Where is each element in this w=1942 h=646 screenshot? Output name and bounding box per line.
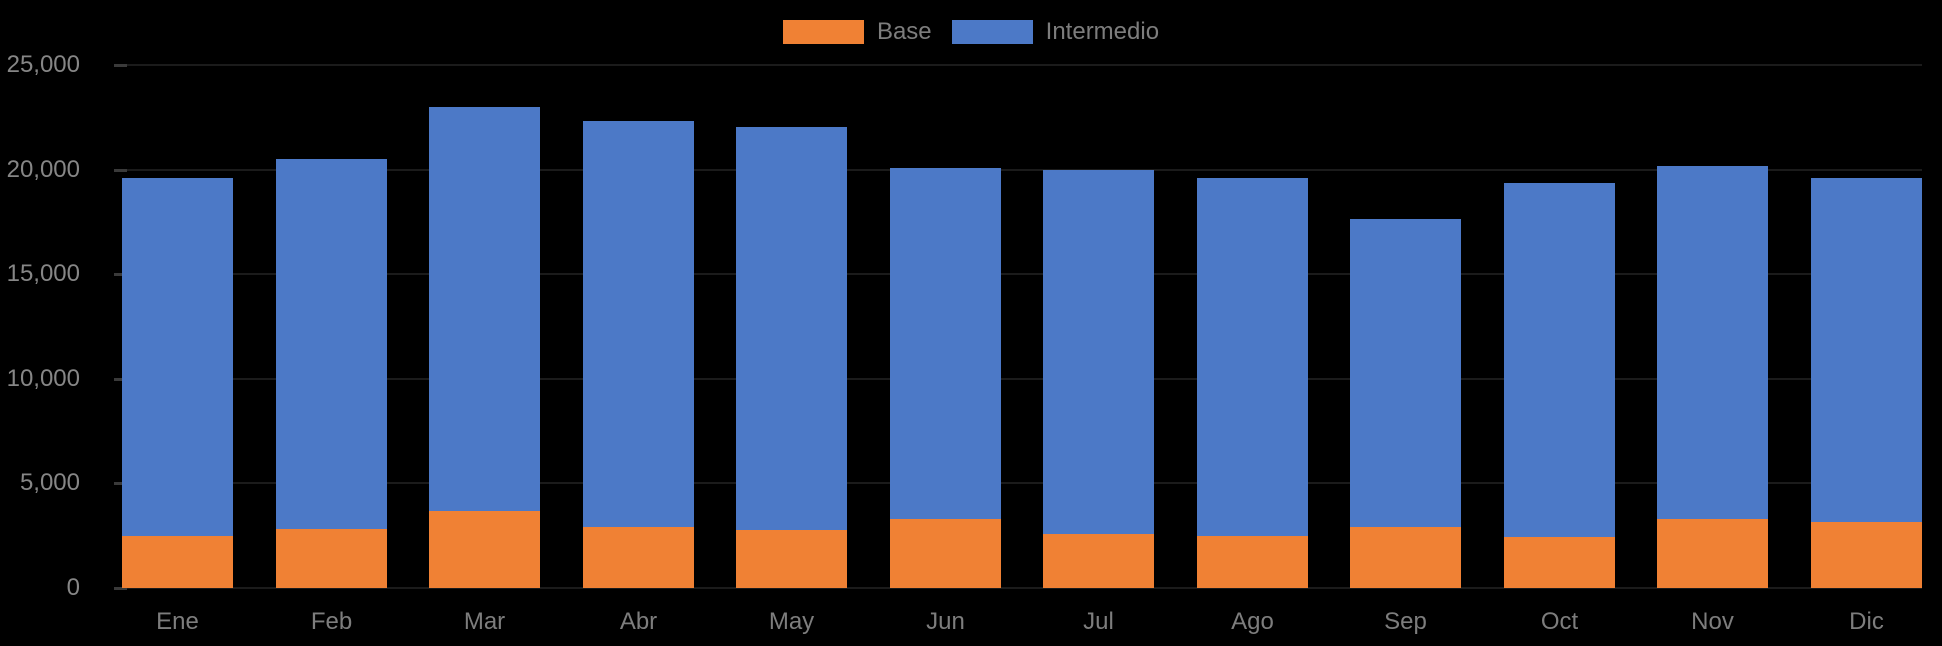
x-axis-category-label: Jun [926, 608, 965, 635]
legend-swatch-base-icon [782, 20, 864, 44]
x-axis-category-label: Nov [1691, 608, 1734, 635]
bar-segment-base-oct[interactable] [1504, 537, 1615, 588]
legend: Base Intermedio [0, 20, 1942, 44]
bar-segment-base-may[interactable] [736, 530, 847, 588]
gridline [114, 378, 1922, 380]
y-axis-tick-label: 10,000 [6, 365, 80, 392]
x-axis-category-label: Abr [619, 608, 658, 635]
bar-segment-intermedio-may[interactable] [736, 127, 847, 530]
bar-segment-base-abr[interactable] [583, 527, 694, 588]
y-axis-tick [114, 587, 127, 590]
x-axis-category-label: Ago [1231, 608, 1274, 635]
bar-segment-base-mar[interactable] [429, 511, 540, 588]
legend-item-base[interactable]: Base [782, 18, 932, 45]
bar-segment-base-nov[interactable] [1657, 519, 1768, 588]
bar-segment-base-feb[interactable] [276, 529, 387, 588]
bar-segment-intermedio-nov[interactable] [1657, 166, 1768, 519]
bar-segment-base-ago[interactable] [1197, 536, 1308, 588]
legend-label-base: Base [876, 18, 932, 45]
legend-swatch-intermedio-icon [951, 20, 1033, 44]
legend-label-intermedio: Intermedio [1045, 18, 1160, 45]
y-axis-tick-label: 15,000 [6, 260, 80, 287]
y-axis-tick [114, 482, 127, 485]
gridline [114, 482, 1922, 484]
bar-segment-base-jun[interactable] [890, 519, 1001, 588]
bar-segment-intermedio-sep[interactable] [1350, 219, 1461, 527]
gridline [114, 64, 1922, 66]
x-axis-category-label: Jul [1083, 608, 1114, 635]
gridline [114, 587, 1922, 589]
y-axis-tick [114, 273, 127, 276]
y-axis-tick [114, 64, 127, 67]
gridline [114, 169, 1922, 171]
bar-segment-intermedio-mar[interactable] [429, 107, 540, 511]
y-axis-tick-label: 5,000 [19, 469, 80, 496]
y-axis-tick [114, 169, 127, 172]
y-axis-tick-label: 20,000 [6, 156, 80, 183]
bar-segment-base-ene[interactable] [122, 536, 233, 588]
bar-segment-intermedio-abr[interactable] [583, 121, 694, 527]
x-axis-category-label: Dic [1849, 608, 1884, 635]
bar-segment-intermedio-oct[interactable] [1504, 183, 1615, 537]
x-axis-category-label: Sep [1384, 608, 1427, 635]
gridline [114, 273, 1922, 275]
bar-segment-intermedio-jul[interactable] [1043, 170, 1154, 534]
bar-segment-intermedio-ago[interactable] [1197, 178, 1308, 536]
legend-item-intermedio[interactable]: Intermedio [951, 18, 1160, 45]
bar-segment-intermedio-ene[interactable] [122, 178, 233, 536]
y-axis-tick-label: 0 [66, 574, 80, 601]
bar-segment-base-jul[interactable] [1043, 534, 1154, 588]
x-axis-category-label: May [768, 608, 815, 635]
bar-segment-intermedio-dic[interactable] [1811, 178, 1922, 522]
bar-segment-base-sep[interactable] [1350, 527, 1461, 588]
bar-segment-base-dic[interactable] [1811, 522, 1922, 588]
y-axis-tick [114, 378, 127, 381]
bar-segment-intermedio-jun[interactable] [890, 168, 1001, 519]
bar-segment-intermedio-feb[interactable] [276, 159, 387, 529]
x-axis-category-label: Feb [310, 608, 353, 635]
x-axis-category-label: Oct [1540, 608, 1579, 635]
y-axis-tick-label: 25,000 [6, 51, 80, 78]
x-axis-category-label: Ene [156, 608, 199, 635]
x-axis-category-label: Mar [463, 608, 506, 635]
